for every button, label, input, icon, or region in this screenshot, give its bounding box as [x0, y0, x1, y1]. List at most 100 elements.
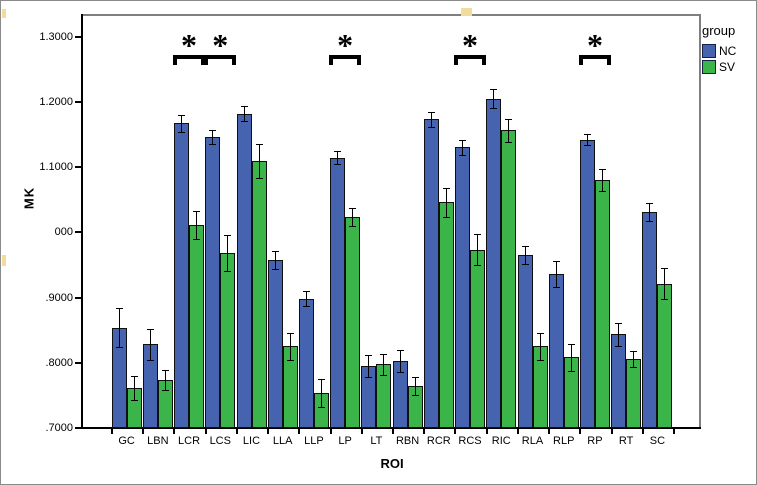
y-axis-line: [81, 14, 83, 429]
y-tick-mark: [75, 297, 81, 299]
error-bar-cap-bottom: [302, 306, 310, 307]
error-bar-stem: [133, 376, 135, 400]
y-tick-mark: [75, 166, 81, 168]
error-bar-cap-bottom: [317, 407, 325, 408]
x-category-label: LCS: [209, 435, 231, 447]
sig-bracket: [454, 55, 487, 65]
error-bar-stem: [227, 235, 229, 271]
error-bar-stem: [618, 323, 620, 346]
x-category-label: LP: [338, 435, 352, 447]
error-bar-cap-bottom: [552, 287, 560, 288]
error-bar-stem: [462, 140, 464, 155]
error-bar-stem: [601, 169, 603, 191]
legend-items: NC SV: [702, 44, 756, 74]
x-tick-mark: [548, 429, 550, 434]
error-bar-cap-bottom: [365, 377, 373, 378]
bar-nc: [548, 274, 564, 428]
error-bar-cap-top: [240, 106, 248, 107]
x-tick-mark: [330, 429, 332, 434]
x-axis-line: [81, 427, 701, 429]
error-bar-stem: [430, 112, 432, 127]
error-bar-cap-bottom: [115, 347, 123, 348]
x-tick-mark: [392, 429, 394, 434]
error-bar-stem: [586, 134, 588, 145]
sig-asterisk: *: [337, 27, 354, 63]
error-bar-cap-top: [161, 370, 169, 371]
bar-nc: [236, 114, 252, 428]
y-tick-label: .9000: [45, 292, 73, 304]
y-tick-label: .7000: [45, 422, 73, 434]
x-tick-mark: [642, 429, 644, 434]
error-bar-cap-top: [271, 251, 279, 252]
error-bar-cap-top: [115, 308, 123, 309]
error-bar-cap-bottom: [396, 372, 404, 373]
error-bar-cap-top: [209, 130, 217, 131]
selection-handle-top-left[interactable]: [2, 9, 6, 18]
bar-sv: [470, 250, 486, 428]
x-tick-mark: [173, 429, 175, 434]
error-bar-cap-bottom: [286, 360, 294, 361]
sig-bracket: [578, 55, 611, 65]
x-category-label: RT: [618, 435, 634, 447]
x-category-label: LCR: [178, 435, 201, 447]
y-tick-label: .8000: [45, 357, 73, 369]
x-category-label: RLP: [553, 435, 575, 447]
error-bar-stem: [664, 268, 666, 299]
error-bar-stem: [196, 211, 198, 239]
error-bar-cap-top: [224, 235, 232, 236]
error-bar-cap-top: [349, 208, 357, 209]
error-bar-cap-top: [130, 376, 138, 377]
error-bar-cap-top: [630, 351, 638, 352]
error-bar-cap-top: [552, 261, 560, 262]
selection-handle-middle-left[interactable]: [2, 255, 6, 266]
error-bar-cap-top: [442, 188, 450, 189]
error-bar-stem: [212, 130, 214, 144]
x-category-label: RCR: [426, 435, 451, 447]
x-category-label: RBN: [395, 435, 420, 447]
error-bar-stem: [243, 106, 245, 121]
x-category-label: RP: [587, 435, 603, 447]
error-bar-cap-top: [146, 329, 154, 330]
error-bar-stem: [414, 377, 416, 395]
error-bar-cap-bottom: [505, 142, 513, 143]
sig-asterisk: *: [586, 27, 603, 63]
error-bar-cap-top: [474, 234, 482, 235]
error-bar-stem: [383, 354, 385, 375]
error-bar-cap-bottom: [380, 375, 388, 376]
bar-sv: [501, 130, 517, 428]
error-bar-cap-top: [646, 203, 654, 204]
error-bar-cap-bottom: [646, 221, 654, 222]
legend-swatch-sv: [702, 60, 716, 74]
x-tick-mark: [611, 429, 613, 434]
error-bar-cap-bottom: [630, 367, 638, 368]
error-bar-stem: [649, 203, 651, 221]
bar-nc: [174, 123, 190, 428]
error-bar-cap-bottom: [598, 191, 606, 192]
error-bar-cap-top: [302, 291, 310, 292]
error-bar-cap-top: [178, 115, 186, 116]
x-tick-mark: [236, 429, 238, 434]
error-bar-cap-bottom: [334, 164, 342, 165]
error-bar-stem: [555, 261, 557, 287]
error-bar-cap-bottom: [178, 132, 186, 133]
legend-item-sv: SV: [702, 60, 756, 74]
x-category-label: LLA: [272, 435, 293, 447]
x-tick-mark: [486, 429, 488, 434]
x-category-label: LBN: [147, 435, 169, 447]
x-category-label: RCS: [458, 435, 482, 447]
error-bar-cap-top: [427, 112, 435, 113]
sig-asterisk: *: [181, 27, 198, 63]
bar-nc: [455, 147, 471, 428]
y-axis-title: MK: [21, 186, 37, 210]
sig-asterisk: *: [462, 27, 479, 63]
error-bar-cap-top: [193, 211, 201, 212]
selection-handle-top-center[interactable]: [461, 8, 472, 16]
error-bar-cap-bottom: [474, 265, 482, 266]
error-bar-stem: [352, 208, 354, 226]
error-bar-cap-top: [583, 134, 591, 135]
error-bar-stem: [305, 291, 307, 306]
error-bar-cap-top: [459, 140, 467, 141]
error-bar-stem: [149, 329, 151, 360]
